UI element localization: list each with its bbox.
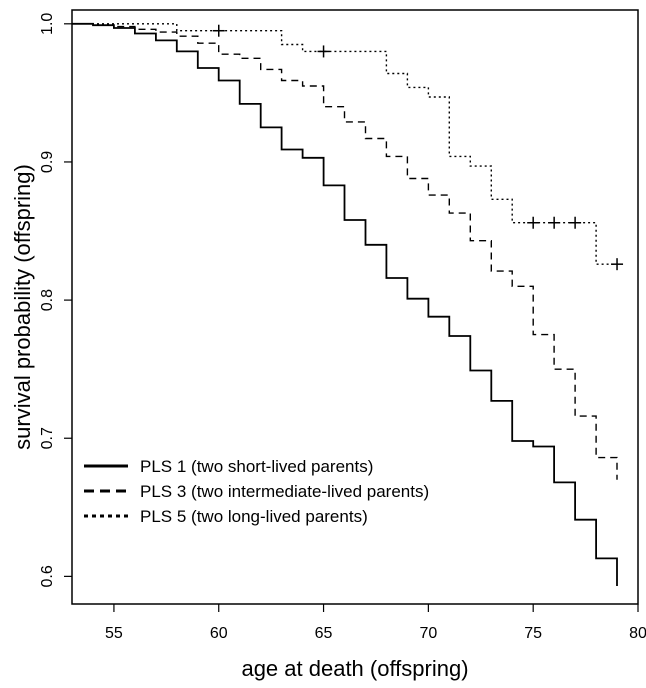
legend-item: PLS 5 (two long-lived parents) <box>84 507 368 526</box>
survival-curves <box>72 22 618 586</box>
censor-mark <box>611 258 624 271</box>
censor-mark <box>212 24 225 37</box>
censor-mark <box>569 216 582 229</box>
y-axis-label: survival probability (offspring) <box>10 164 35 450</box>
x-tick-label: 65 <box>315 625 333 642</box>
y-tick-label: 0.6 <box>39 565 56 587</box>
x-tick-label: 60 <box>210 625 228 642</box>
y-tick-label: 1.0 <box>39 13 56 35</box>
series-line-2 <box>72 23 618 480</box>
x-axis-label: age at death (offspring) <box>241 656 468 681</box>
legend-item: PLS 1 (two short-lived parents) <box>84 457 373 476</box>
legend-label: PLS 1 (two short-lived parents) <box>140 457 373 476</box>
y-tick-label: 0.8 <box>39 289 56 311</box>
legend-label: PLS 3 (two intermediate-lived parents) <box>140 482 429 501</box>
series-line-3 <box>72 23 617 265</box>
legend: PLS 1 (two short-lived parents) PLS 3 (tw… <box>84 457 429 526</box>
y-tick-label: 0.7 <box>39 427 56 449</box>
legend-item: PLS 3 (two intermediate-lived parents) <box>84 482 429 501</box>
y-axis: 0.6 0.7 0.8 0.9 1.0 <box>39 13 72 587</box>
x-tick-label: 75 <box>524 625 542 642</box>
x-axis: 55 60 65 70 75 80 <box>105 604 646 642</box>
x-tick-label: 80 <box>629 625 646 642</box>
plot-frame <box>71 9 639 605</box>
x-tick-label: 70 <box>419 625 437 642</box>
x-tick-label: 55 <box>105 625 123 642</box>
censor-mark <box>317 45 330 58</box>
censor-mark <box>527 216 540 229</box>
legend-label: PLS 5 (two long-lived parents) <box>140 507 368 526</box>
y-tick-label: 0.9 <box>39 151 56 173</box>
series-line-1 <box>72 22 618 586</box>
censor-mark <box>548 216 561 229</box>
censor-marks <box>212 24 624 271</box>
